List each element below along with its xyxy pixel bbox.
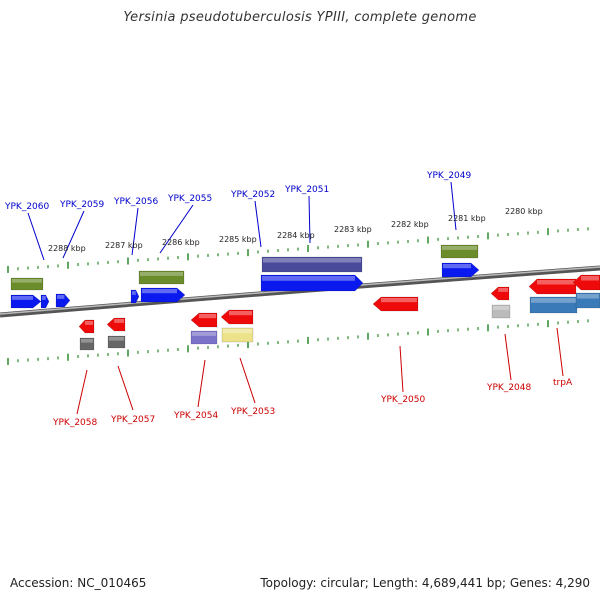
gene-label-forward[interactable]: YPK_2052: [230, 190, 275, 200]
feature-sheen: [229, 311, 252, 316]
feature-sheen: [262, 276, 355, 281]
feature-sheen: [42, 296, 46, 300]
gene-box[interactable]: [10, 277, 44, 291]
leader-line: [197, 359, 206, 408]
feature-sheen: [142, 289, 177, 294]
feature-sheen: [12, 279, 42, 283]
kbp-label: 2287 kbp: [105, 241, 143, 250]
accession-text: Accession: NC_010465: [10, 576, 147, 590]
kbp-label: 2284 kbp: [277, 231, 315, 240]
leader-line: [117, 365, 134, 411]
cds-forward-arrow[interactable]: [40, 294, 50, 309]
cds-reverse-arrow[interactable]: [528, 278, 577, 295]
kbp-label: 2282 kbp: [391, 220, 429, 229]
gene-label-forward[interactable]: YPK_2060: [4, 202, 50, 212]
gene-label-forward[interactable]: YPK_2056: [113, 197, 159, 207]
cds-forward-arrow[interactable]: [140, 287, 186, 303]
feature-sheen: [57, 295, 65, 299]
feature-sheen: [442, 246, 477, 250]
feature-sheen: [114, 319, 124, 323]
feature-sheen: [132, 291, 136, 295]
gene-label-forward[interactable]: YPK_2049: [426, 171, 472, 181]
feature-sheen: [85, 321, 93, 325]
gene-box[interactable]: [491, 304, 511, 319]
feature-sheen: [199, 314, 216, 319]
cds-reverse-arrow[interactable]: [106, 317, 126, 332]
gene-box[interactable]: [138, 270, 185, 285]
gene-box[interactable]: [440, 244, 479, 259]
feature-sheen: [263, 258, 361, 263]
cds-reverse-arrow[interactable]: [572, 274, 600, 291]
upper-scale-ticks: [7, 227, 589, 273]
feature-sheen: [192, 332, 216, 336]
feature-sheen: [581, 276, 599, 281]
leader-line: [159, 204, 194, 254]
cds-reverse-arrow[interactable]: [372, 296, 419, 312]
leader-line: [504, 333, 512, 381]
gene-label-reverse[interactable]: YPK_2058: [52, 418, 98, 428]
gene-box[interactable]: [261, 256, 363, 273]
feature-sheen: [109, 337, 124, 341]
cds-forward-arrow[interactable]: [130, 289, 140, 304]
feature-sheen: [81, 339, 93, 343]
feature-sheen: [537, 280, 575, 285]
leader-line: [308, 195, 311, 244]
gene-label-forward[interactable]: YPK_2055: [167, 194, 212, 204]
gene-box[interactable]: [79, 337, 95, 351]
kbp-label: 2285 kbp: [219, 235, 257, 244]
gene-label-reverse[interactable]: trpA: [553, 378, 573, 388]
feature-sheen: [493, 306, 509, 310]
cds-forward-arrow[interactable]: [441, 262, 480, 278]
leader-line: [131, 207, 139, 256]
leader-line: [239, 357, 256, 404]
feature-sheen: [140, 272, 183, 276]
leader-line: [254, 200, 262, 248]
kbp-label: 2286 kbp: [162, 238, 200, 247]
gene-box[interactable]: [575, 292, 600, 309]
feature-sheen: [12, 296, 33, 300]
gene-label-reverse[interactable]: YPK_2053: [230, 407, 275, 417]
cds-reverse-arrow[interactable]: [220, 309, 254, 325]
leader-line: [62, 210, 85, 259]
cds-reverse-arrow[interactable]: [190, 312, 218, 328]
feature-sheen: [531, 298, 576, 303]
map-title: Yersinia pseudotuberculosis YPIII, compl…: [123, 10, 477, 25]
gene-box[interactable]: [107, 335, 126, 349]
kbp-label: 2288 kbp: [48, 244, 86, 253]
feature-sheen: [381, 298, 417, 303]
cds-reverse-arrow[interactable]: [78, 319, 95, 334]
cds-forward-arrow[interactable]: [260, 274, 364, 292]
cds-reverse-arrow[interactable]: [490, 286, 510, 301]
label-leader-lines: [27, 181, 564, 415]
feature-sheen: [498, 288, 508, 292]
feature-sheen: [577, 294, 599, 299]
cds-forward-arrow[interactable]: [10, 294, 42, 309]
lower-scale-ticks: [7, 319, 589, 365]
gene-features: [10, 244, 600, 351]
gene-label-reverse[interactable]: YPK_2050: [380, 395, 426, 405]
feature-sheen: [223, 329, 252, 334]
gene-label-reverse[interactable]: YPK_2048: [486, 383, 532, 393]
leader-line: [556, 327, 564, 377]
gene-label-forward[interactable]: YPK_2059: [59, 200, 105, 210]
genome-summary-text: Topology: circular; Length: 4,689,441 bp…: [260, 576, 590, 590]
gene-label-reverse[interactable]: YPK_2054: [173, 411, 219, 421]
kbp-label: 2280 kbp: [505, 207, 543, 216]
gene-box[interactable]: [221, 327, 254, 343]
feature-sheen: [443, 264, 471, 269]
gene-label-forward[interactable]: YPK_2051: [284, 185, 329, 195]
kbp-label: 2283 kbp: [334, 225, 372, 234]
leader-line: [27, 212, 45, 261]
gene-label-reverse[interactable]: YPK_2057: [110, 415, 155, 425]
leader-line: [399, 345, 404, 393]
leader-line: [450, 181, 457, 231]
gene-box[interactable]: [190, 330, 218, 345]
kbp-label: 2281 kbp: [448, 214, 486, 223]
leader-line: [76, 369, 88, 415]
cds-forward-arrow[interactable]: [55, 293, 71, 308]
